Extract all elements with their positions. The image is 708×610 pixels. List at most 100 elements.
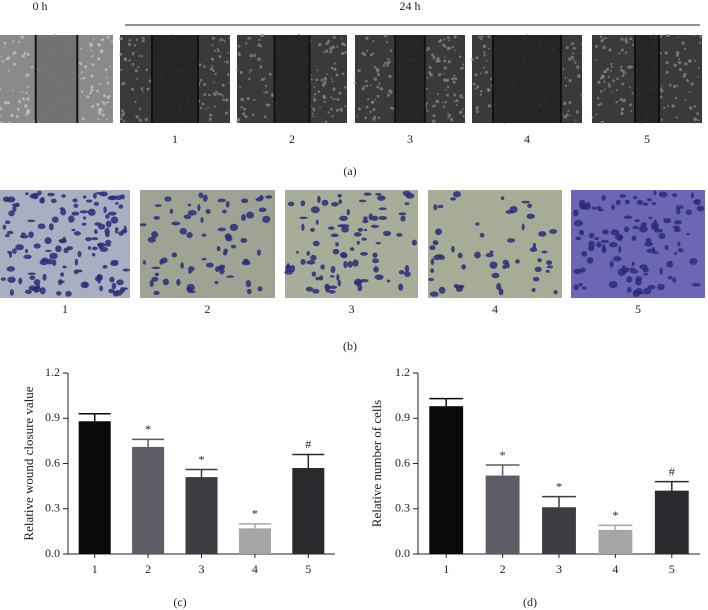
cell-speck [101, 109, 104, 112]
lane-label: 2 [205, 302, 211, 316]
cell-speck [316, 69, 319, 72]
cell-speck [361, 51, 365, 56]
cell-speck [487, 88, 491, 92]
stained-cell [240, 237, 248, 243]
cell-speck [198, 63, 202, 67]
stained-cell [696, 205, 705, 212]
stained-cell [224, 233, 232, 240]
stained-cell [245, 280, 252, 288]
cell-speck [258, 38, 261, 42]
stained-cell [311, 271, 317, 277]
cell-speck [693, 121, 696, 125]
panel-caption: (b) [343, 339, 357, 353]
cell-speck [260, 77, 265, 82]
stained-cell [83, 282, 88, 287]
stained-cell [6, 266, 16, 272]
stained-cell [338, 199, 343, 205]
cell-speck [251, 113, 255, 117]
cell-speck [455, 103, 458, 106]
cell-speck [688, 58, 692, 63]
stained-cell [7, 250, 12, 254]
cell-speck [441, 101, 444, 104]
wound-edge [560, 35, 562, 123]
stained-cell [457, 252, 463, 259]
stained-cell [98, 243, 103, 249]
stained-cell [201, 233, 207, 237]
cell-speck [382, 64, 386, 67]
stained-cell [337, 279, 342, 287]
cell-speck [446, 46, 451, 51]
y-tick-label: 1.2 [395, 365, 410, 379]
cell-speck [331, 115, 334, 118]
cell-speck [211, 43, 214, 46]
cell-speck [600, 120, 604, 124]
cell-speck [357, 107, 362, 111]
cell-speck [475, 109, 479, 113]
stained-cell [91, 246, 98, 251]
stained-cell [55, 245, 62, 253]
stained-cell [618, 245, 622, 253]
cell-speck [630, 109, 633, 113]
cell-speck [599, 35, 603, 39]
cell-speck [215, 90, 218, 93]
cell-speck [453, 35, 457, 39]
cell-speck [249, 68, 252, 72]
stained-cell [336, 273, 340, 282]
cell-speck [678, 57, 681, 60]
stained-cell [631, 261, 635, 267]
cell-speck [122, 112, 126, 116]
cell-speck [106, 81, 110, 85]
cell-speck [459, 67, 463, 70]
cell-speck [595, 58, 598, 61]
stained-cell [85, 199, 93, 203]
cell-speck [452, 80, 456, 84]
stained-cell [226, 275, 235, 278]
stained-cell [356, 240, 360, 245]
cell-speck [605, 67, 610, 72]
cell-speck [615, 101, 618, 104]
stained-cell [147, 236, 156, 243]
cell-speck [666, 105, 669, 107]
cell-speck [138, 118, 143, 122]
cell-speck [237, 51, 241, 55]
cell-speck [620, 37, 624, 41]
cell-speck [601, 76, 604, 79]
cell-speck [386, 64, 389, 67]
cell-speck [443, 38, 446, 41]
stained-cell [97, 223, 106, 230]
cell-speck [571, 42, 575, 46]
cell-speck [437, 72, 442, 77]
x-tick-label: 3 [199, 562, 205, 576]
cell-speck [268, 103, 271, 107]
stained-cell [626, 276, 633, 283]
stained-cell [104, 227, 110, 235]
cell-speck [431, 105, 435, 108]
stained-cell [73, 269, 79, 275]
cell-speck [242, 112, 246, 116]
cell-speck [134, 100, 137, 104]
cell-speck [608, 48, 612, 52]
cell-speck [329, 50, 333, 54]
cell-speck [673, 63, 677, 67]
stained-cell [74, 258, 79, 266]
stained-cell [674, 220, 682, 225]
stained-cell [202, 194, 208, 202]
cell-speck [21, 97, 25, 100]
cell-speck [376, 85, 380, 89]
cell-speck [572, 52, 575, 55]
cell-speck [211, 65, 214, 68]
stained-cell [312, 240, 320, 247]
cell-speck [364, 116, 368, 120]
stained-cell [27, 272, 36, 276]
cell-speck [212, 81, 215, 84]
stained-cell [613, 255, 622, 262]
cell-speck [263, 77, 266, 80]
cell-speck [226, 73, 230, 76]
stained-cell [206, 262, 214, 268]
stained-cell [114, 227, 119, 231]
cell-speck [569, 114, 572, 117]
stained-cell [600, 239, 609, 244]
stained-cell [601, 195, 606, 202]
stained-cell [429, 291, 439, 297]
cell-speck [675, 116, 678, 119]
